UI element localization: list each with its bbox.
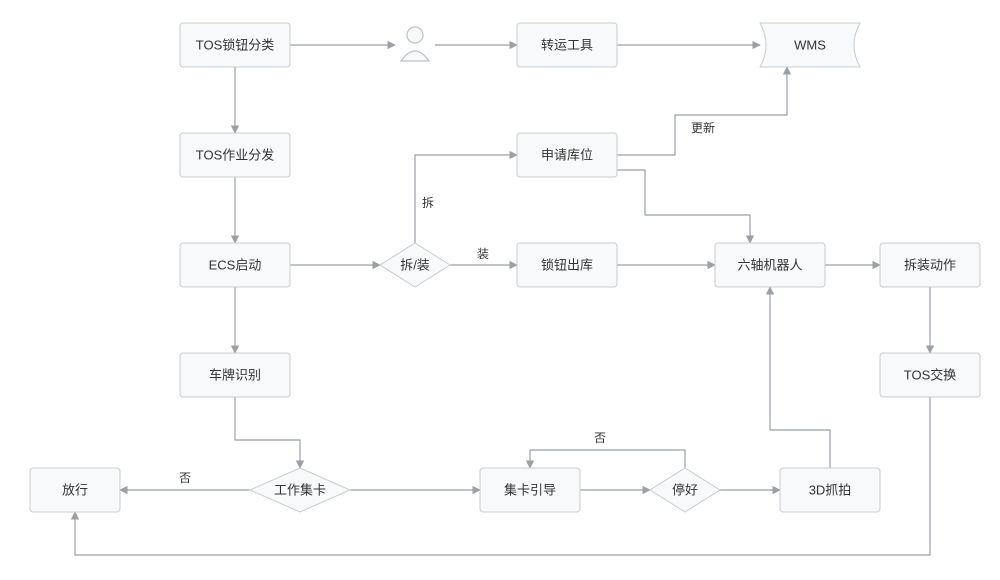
node-label: TOS作业分发 (196, 148, 275, 163)
edge-label: 否 (594, 431, 606, 445)
node-label: ECS启动 (209, 258, 262, 273)
node-label: 车牌识别 (209, 368, 261, 383)
node-six_axis_robot: 六轴机器人 (715, 243, 825, 287)
node-plate_recog: 车牌识别 (180, 353, 290, 397)
node-label: WMS (794, 38, 826, 53)
node-label: 六轴机器人 (737, 258, 802, 273)
node-truck_guide: 集卡引导 (480, 468, 580, 512)
node-label: 3D抓拍 (809, 483, 852, 498)
edge (530, 450, 685, 468)
node-label: TOS锁钮分类 (196, 38, 275, 53)
node-label: 停好 (672, 483, 698, 498)
person-icon (401, 27, 429, 61)
node-transfer_tool: 转运工具 (517, 23, 617, 67)
node-label: 拆装动作 (904, 258, 956, 273)
edge (617, 170, 750, 243)
edge-label: 装 (477, 247, 489, 261)
nodes-layer: TOS锁钮分类 转运工具 WMS TOS作业分发 申请库位 ECS启动 拆/装 锁钮出库 六轴机… (30, 23, 980, 512)
node-split_load: 拆/装 (380, 243, 450, 287)
node-label: 拆/装 (400, 258, 430, 273)
edge (617, 67, 787, 155)
node-label: 锁钮出库 (541, 258, 593, 273)
edge-label: 否 (179, 471, 191, 485)
edge (770, 287, 830, 468)
node-parked: 停好 (650, 468, 720, 512)
node-label: 放行 (62, 483, 88, 498)
edge (235, 397, 300, 468)
node-tos_dispatch: TOS作业分发 (180, 133, 290, 177)
node-label: 申请库位 (541, 148, 593, 163)
node-wms: WMS (760, 23, 860, 67)
node-work_truck: 工作集卡 (250, 468, 350, 512)
node-label: 工作集卡 (274, 483, 326, 498)
node-apply_slot: 申请库位 (517, 133, 617, 177)
node-label: TOS交换 (904, 368, 957, 383)
node-label: 集卡引导 (504, 483, 556, 498)
node-ecs_start: ECS启动 (180, 243, 290, 287)
node-capture3d: 3D抓拍 (780, 468, 880, 512)
edge-label: 更新 (691, 120, 715, 135)
edge-label: 拆 (422, 195, 434, 210)
node-tos_exchange: TOS交换 (880, 353, 980, 397)
flowchart-canvas: 拆装更新否否TOS锁钮分类转运工具WMSTOS作业分发申请库位ECS启动拆/装锁… (0, 0, 1000, 580)
node-tos_lock_classify: TOS锁钮分类 (180, 23, 290, 67)
node-release: 放行 (30, 468, 120, 512)
node-label: 转运工具 (541, 38, 593, 53)
node-action: 拆装动作 (880, 243, 980, 287)
node-lock_out: 锁钮出库 (517, 243, 617, 287)
